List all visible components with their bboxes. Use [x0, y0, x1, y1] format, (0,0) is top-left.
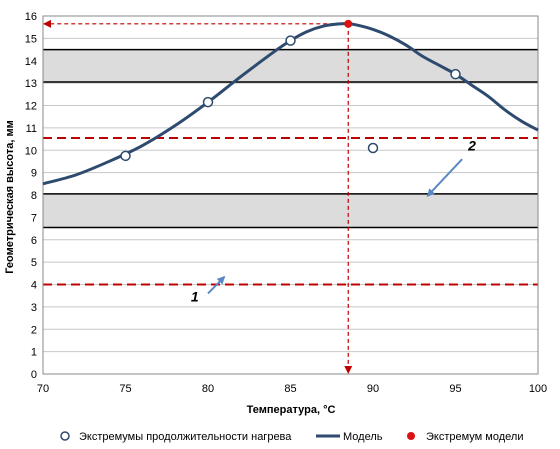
- heating-extremum-point-1: [202, 96, 214, 108]
- y-tick-label-2: 2: [31, 324, 37, 336]
- y-axis-title: Геометрическая высота, мм: [4, 120, 16, 274]
- y-tick-label-4: 4: [31, 280, 37, 292]
- annotations: 12: [191, 137, 476, 304]
- dashed-levels: [43, 136, 538, 286]
- y-tick-label-11: 11: [26, 123, 37, 135]
- legend: Экстремумы продолжительности нагрева Мод…: [60, 431, 523, 443]
- plot-area-frame: [42, 15, 539, 375]
- y-tick-label-15: 15: [25, 33, 37, 45]
- x-tick-label-4: 90: [367, 383, 379, 395]
- y-tick-label-13: 13: [25, 78, 37, 90]
- x-axis-title: Температура, °C: [247, 404, 336, 416]
- x-tick-label-1: 75: [119, 383, 131, 395]
- legend-marker-heating-extrema: [60, 431, 70, 441]
- x-tick-label-5: 95: [449, 383, 461, 395]
- y-tick-label-12: 12: [25, 101, 37, 113]
- y-tick-label-8: 8: [31, 190, 37, 202]
- extremum-guides: [43, 19, 353, 374]
- y-tick-label-6: 6: [31, 235, 37, 247]
- annotation-arrow-2: [426, 158, 463, 197]
- y-tick-label-9: 9: [31, 168, 37, 180]
- band-1: [43, 193, 538, 228]
- x-axis-unit: °C: [323, 404, 335, 416]
- shaded-bands: [43, 48, 538, 229]
- annotation-arrow-1: [207, 275, 226, 295]
- heating-extremum-point-3: [367, 142, 379, 154]
- legend-label-model-extremum: Экстремум модели: [426, 431, 523, 443]
- x-tick-labels: 70 75 80 85 90 95 100: [37, 383, 547, 395]
- model-curve: [42, 22, 539, 186]
- y-tick-label-3: 3: [31, 302, 37, 314]
- annotation-label-1: 1: [191, 288, 199, 304]
- x-tick-label-6: 100: [529, 383, 547, 395]
- heating-extremum-point-0: [120, 150, 131, 162]
- y-tick-label-14: 14: [25, 56, 37, 68]
- legend-marker-model-extremum: [407, 432, 415, 440]
- legend-label-heating-extrema: Экстремумы продолжительности нагрева: [79, 431, 292, 443]
- y-tick-label-16: 16: [25, 11, 37, 23]
- legend-label-model: Модель: [343, 431, 383, 443]
- heating-extremum-point-4: [450, 68, 461, 80]
- x-tick-label-2: 80: [202, 383, 214, 395]
- model-extremum-point: [344, 19, 353, 28]
- y-tick-label-7: 7: [31, 212, 37, 224]
- annotation-label-2: 2: [467, 137, 476, 153]
- x-tick-label-3: 85: [284, 383, 296, 395]
- data-markers: [120, 19, 461, 162]
- y-tick-label-5: 5: [31, 257, 37, 269]
- heating-extremum-point-2: [285, 35, 296, 46]
- x-tick-label-0: 70: [37, 383, 49, 395]
- band-0: [43, 49, 538, 83]
- y-tick-label-1: 1: [31, 347, 37, 359]
- y-tick-label-0: 0: [31, 369, 37, 381]
- y-tick-label-10: 10: [25, 145, 37, 157]
